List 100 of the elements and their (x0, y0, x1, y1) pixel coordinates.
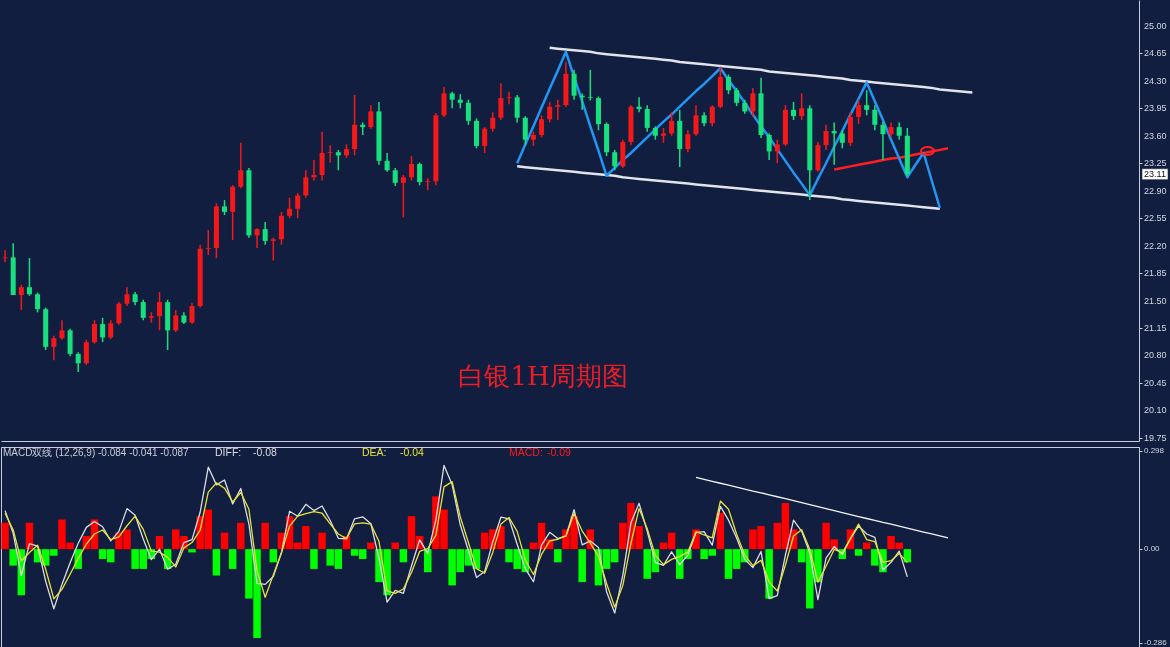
candlestick (108, 319, 114, 340)
y-tick-label: 23.95 (1144, 103, 1167, 114)
candlestick (522, 115, 528, 146)
candlestick (116, 301, 122, 326)
candlestick (539, 114, 545, 139)
candlestick (140, 299, 146, 321)
candlestick (408, 155, 415, 182)
candlestick (26, 257, 32, 297)
candlestick (51, 335, 57, 361)
bar (854, 549, 863, 556)
candlestick (91, 319, 97, 345)
candlestick (417, 161, 423, 186)
candlestick (571, 69, 577, 101)
candlestick (400, 174, 406, 219)
y-tick-label: 25.00 (1144, 20, 1167, 31)
candlestick (319, 131, 325, 182)
y-tick-label: 22.55 (1144, 213, 1167, 224)
candlestick (872, 104, 878, 132)
candlestick (644, 104, 650, 133)
bar (237, 522, 245, 550)
candlestick (514, 94, 520, 124)
y-tick-label: 23.60 (1144, 130, 1167, 141)
candlestick (156, 291, 163, 332)
candlestick (254, 227, 260, 249)
candlestick (278, 211, 284, 246)
bar (220, 532, 229, 550)
candlestick (669, 111, 675, 137)
annotation: -0.09 (547, 446, 572, 458)
candlestick (880, 120, 886, 161)
candlestick (555, 98, 561, 121)
candlestick (262, 221, 268, 246)
candlestick (18, 284, 24, 311)
candlestick (725, 73, 732, 95)
bar (212, 549, 221, 576)
y-tick-label: 0.00 (1144, 544, 1161, 554)
text: MACD: (509, 446, 543, 458)
y-tick-label: 24.30 (1144, 75, 1167, 86)
candlestick (734, 87, 740, 107)
candlestick (693, 104, 699, 137)
bar (188, 549, 196, 553)
candlestick (685, 129, 691, 153)
bar (578, 549, 586, 583)
candlestick (856, 98, 862, 125)
candlestick (100, 317, 106, 343)
candlestick (327, 144, 333, 164)
candlestick (441, 86, 447, 118)
candlestick (295, 192, 301, 219)
annotation: -0.08 (253, 446, 278, 458)
bar (367, 542, 375, 550)
candlestick (59, 319, 65, 341)
candlestick (799, 92, 805, 121)
candlestick (173, 309, 179, 333)
candlestick (205, 229, 211, 256)
y-tick-label: 20.10 (1144, 405, 1167, 416)
candlestick (35, 291, 41, 314)
bar (554, 549, 562, 563)
candlestick (498, 82, 504, 121)
candlestick (368, 104, 374, 130)
annotation: 23.11 (1144, 169, 1166, 180)
candlestick (2, 249, 8, 263)
candlestick (303, 169, 309, 199)
y-tick-label: 22.90 (1144, 185, 1167, 196)
candlestick (709, 104, 715, 128)
candlestick (425, 177, 431, 191)
bar (155, 535, 164, 550)
candlestick (83, 339, 89, 366)
candlestick (75, 351, 81, 373)
candlestick (335, 149, 341, 172)
candlestick (392, 167, 398, 187)
candlestick (384, 152, 390, 173)
candlestick (547, 101, 553, 124)
bar (318, 532, 326, 550)
bar (1, 522, 9, 550)
bar (228, 549, 237, 569)
series-label: DIFF: (215, 446, 242, 458)
y-tick-label: 23.25 (1144, 158, 1167, 169)
candlestick (189, 302, 195, 325)
annotation: -0.04 (400, 446, 425, 458)
line-series (548, 46, 974, 94)
candlestick (506, 91, 512, 106)
line-series (515, 165, 942, 210)
text: 白银1H周期图 (458, 361, 628, 391)
y-tick-label: 21.15 (1144, 323, 1167, 333)
y-tick-label: 20.45 (1144, 377, 1167, 388)
y-tick-label: 21.85 (1144, 268, 1167, 279)
bar (261, 522, 269, 550)
candlestick (287, 196, 293, 219)
y-tick-label: 24.65 (1144, 48, 1167, 59)
candlestick (587, 69, 593, 102)
y-tick-label: 22.20 (1144, 240, 1167, 251)
bar (269, 549, 278, 563)
candlestick (791, 101, 797, 121)
candlestick (612, 149, 618, 172)
candlestick (465, 98, 471, 126)
y-tick-label: 0.298 (1144, 445, 1165, 455)
bar (399, 549, 408, 563)
candlestick (766, 132, 772, 161)
candlestick (67, 328, 73, 357)
candlestick (238, 142, 244, 190)
candlestick (864, 89, 870, 117)
